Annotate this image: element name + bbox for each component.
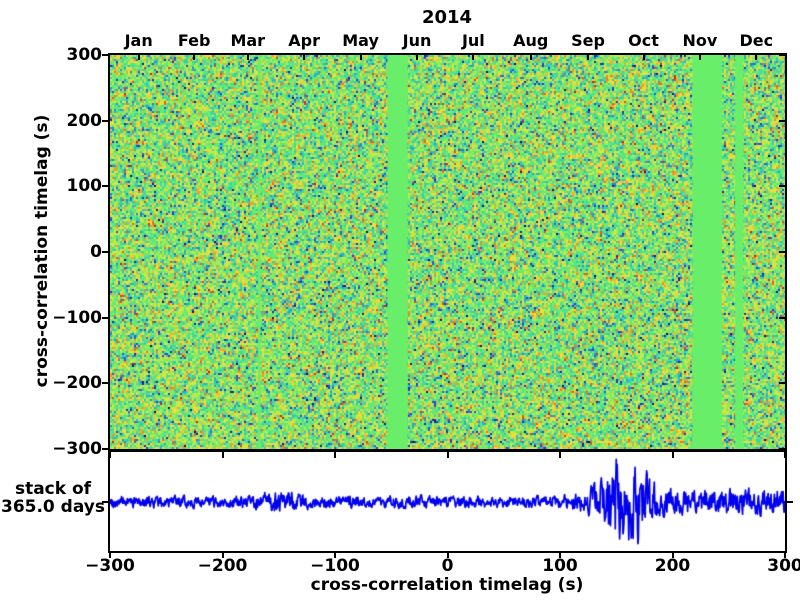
left-y-tick [102, 54, 108, 56]
bottom-panel-top-tick [334, 452, 336, 458]
right-y-tick [779, 54, 785, 56]
xtick-label--300: −300 [85, 556, 135, 576]
xtick-label-0: 0 [441, 556, 454, 576]
ytick-label-200: 200 [66, 110, 103, 131]
bottom-panel-top-tick [446, 452, 449, 458]
heatmap-canvas [110, 55, 785, 449]
month-label-oct: Oct [628, 31, 659, 50]
bottom-x-axis-label: cross-correlation timelag (s) [310, 575, 584, 595]
xtick-label-300: 300 [767, 556, 800, 576]
bottom-panel-top-tick [109, 452, 111, 458]
month-label-nov: Nov [682, 31, 718, 50]
bottom-panel [108, 450, 787, 553]
stack-label-line2: 365.0 days [0, 497, 105, 517]
bottom-panel-top-tick [784, 452, 786, 458]
top-month-tick [303, 55, 306, 60]
figure-title: 2014 [421, 7, 473, 28]
bottom-panel-bottom-tick [671, 553, 674, 558]
xtick-label-100: 100 [542, 556, 578, 576]
top-month-tick [698, 55, 701, 60]
stack-zero-tick-left [102, 501, 108, 503]
month-label-sep: Sep [571, 31, 605, 50]
month-label-jun: Jun [402, 31, 432, 50]
ytick-label--300: −300 [52, 439, 102, 459]
right-y-tick [779, 251, 785, 253]
month-label-jan: Jan [124, 31, 153, 50]
month-label-may: May [342, 31, 379, 50]
left-y-tick [102, 185, 108, 188]
left-y-tick [102, 382, 108, 385]
stack-waveform-canvas [110, 452, 785, 551]
top-month-tick [529, 55, 532, 60]
bottom-panel-bottom-tick [446, 553, 449, 558]
left-y-tick [102, 119, 108, 122]
month-label-jul: Jul [461, 31, 485, 50]
top-month-tick [755, 55, 758, 60]
top-month-tick [642, 55, 645, 60]
bottom-panel-top-tick [671, 452, 674, 458]
ytick-label--100: −100 [52, 307, 102, 328]
right-y-tick [779, 448, 785, 450]
bottom-panel-bottom-tick [221, 553, 224, 558]
ytick-label-300: 300 [66, 45, 103, 65]
top-month-tick [137, 55, 140, 60]
right-y-tick [779, 382, 785, 385]
ytick-label--200: −200 [52, 373, 102, 394]
stack-zero-tick-right [787, 501, 793, 503]
top-month-tick [246, 55, 249, 60]
xtick-label--100: −100 [310, 556, 360, 576]
xtick-label--200: −200 [197, 556, 248, 576]
bottom-panel-top-tick [221, 452, 224, 458]
top-month-tick [415, 55, 418, 60]
bottom-panel-top-tick [559, 452, 561, 458]
ytick-label-100: 100 [66, 176, 103, 197]
right-y-tick [779, 316, 785, 319]
xtick-label-200: 200 [654, 556, 691, 576]
right-y-tick [779, 185, 785, 188]
top-month-tick [472, 55, 475, 60]
month-label-apr: Apr [288, 31, 321, 50]
left-y-tick [102, 448, 108, 450]
bottom-panel-bottom-tick [559, 553, 561, 558]
top-month-tick [193, 55, 196, 60]
right-y-tick [779, 119, 785, 122]
left-y-tick [102, 316, 108, 319]
month-label-mar: Mar [230, 31, 266, 50]
month-label-aug: Aug [513, 31, 549, 50]
month-label-feb: Feb [177, 31, 211, 50]
bottom-panel-bottom-tick [109, 553, 111, 558]
top-panel [108, 53, 787, 451]
stack-label-line1: stack of [14, 479, 92, 499]
month-label-dec: Dec [739, 31, 774, 50]
top-month-tick [359, 55, 362, 60]
bottom-panel-bottom-tick [784, 553, 786, 558]
bottom-panel-bottom-tick [334, 553, 336, 558]
top-month-tick [587, 55, 590, 60]
stack-label: stack of 365.0 days [0, 480, 106, 516]
left-y-tick [102, 251, 108, 253]
ytick-label-0: 0 [90, 242, 102, 262]
